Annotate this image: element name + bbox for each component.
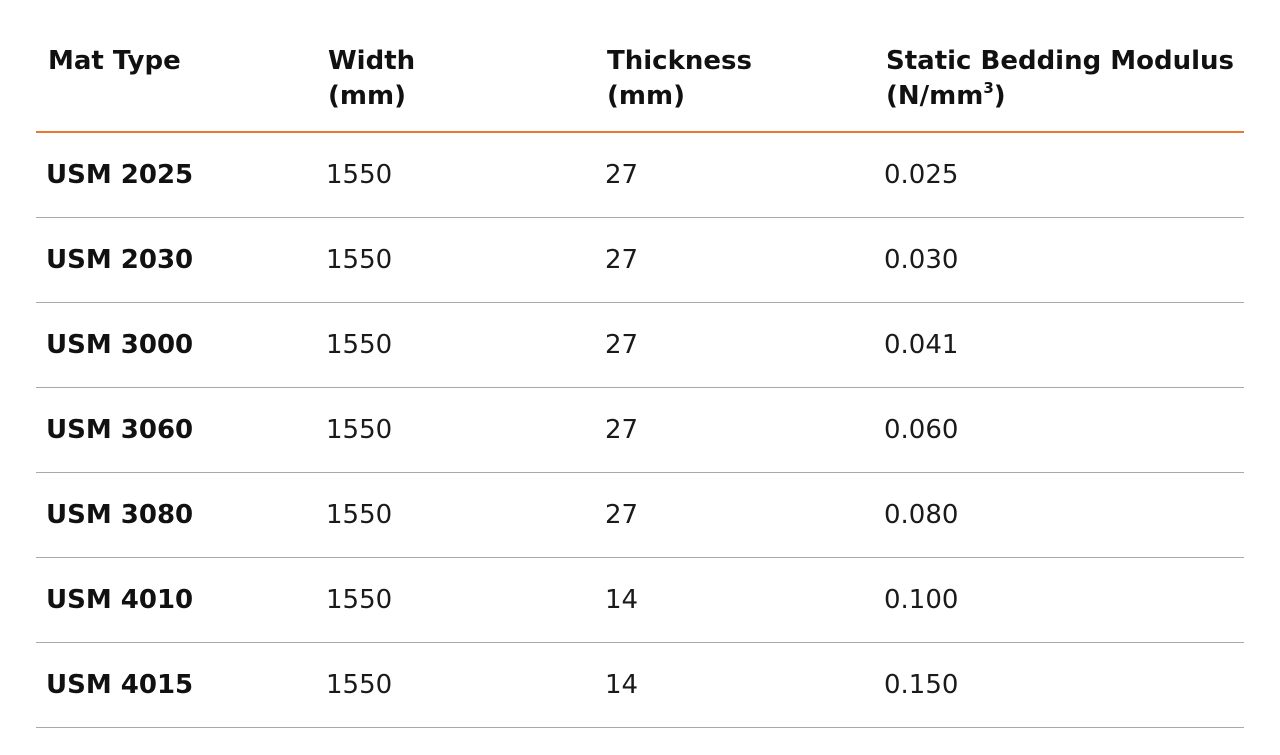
cell-modulus: 0.080	[874, 472, 1244, 558]
header-row: Mat Type Width (mm) Thickness (mm) Stati…	[36, 0, 1244, 133]
table-row: USM 3060 1550 27 0.060	[36, 387, 1244, 473]
cell-mat-type: USM 3000	[36, 302, 316, 388]
header-modulus-unit-base: (N/mm	[886, 81, 984, 111]
cell-modulus: 0.100	[874, 557, 1244, 643]
header-modulus-unit-exponent: 3	[983, 79, 994, 97]
cell-mat-type: USM 3080	[36, 472, 316, 558]
cell-width: 1550	[316, 642, 595, 728]
header-width-label: Width	[328, 46, 416, 76]
table-row: USM 3000 1550 27 0.041	[36, 302, 1244, 388]
header-modulus-unit-close: )	[993, 81, 1006, 111]
cell-thickness: 27	[595, 472, 874, 558]
header-static-bedding-modulus: Static Bedding Modulus (N/mm3)	[874, 0, 1244, 133]
cell-modulus: 0.030	[874, 217, 1244, 303]
header-mat-type-label: Mat Type	[48, 46, 181, 76]
table-body: USM 2025 1550 27 0.025 USM 2030 1550 27 …	[36, 132, 1244, 728]
header-width-unit: (mm)	[328, 81, 406, 111]
cell-width: 1550	[316, 472, 595, 558]
cell-thickness: 14	[595, 557, 874, 643]
table-row: USM 2030 1550 27 0.030	[36, 217, 1244, 303]
cell-width: 1550	[316, 132, 595, 218]
cell-width: 1550	[316, 217, 595, 303]
header-mat-type: Mat Type	[36, 0, 316, 133]
cell-width: 1550	[316, 302, 595, 388]
cell-modulus: 0.025	[874, 132, 1244, 218]
table-header: Mat Type Width (mm) Thickness (mm) Stati…	[36, 0, 1244, 133]
header-modulus-label: Static Bedding Modulus	[886, 46, 1235, 76]
cell-thickness: 27	[595, 302, 874, 388]
cell-modulus: 0.150	[874, 642, 1244, 728]
table-row: USM 4010 1550 14 0.100	[36, 557, 1244, 643]
table-row: USM 3080 1550 27 0.080	[36, 472, 1244, 558]
cell-mat-type: USM 4010	[36, 557, 316, 643]
mat-spec-table: Mat Type Width (mm) Thickness (mm) Stati…	[36, 0, 1244, 728]
cell-mat-type: USM 4015	[36, 642, 316, 728]
header-thickness: Thickness (mm)	[595, 0, 874, 133]
cell-width: 1550	[316, 557, 595, 643]
cell-thickness: 27	[595, 132, 874, 218]
table-row: USM 4015 1550 14 0.150	[36, 642, 1244, 728]
header-thickness-unit: (mm)	[607, 81, 685, 111]
header-thickness-label: Thickness	[607, 46, 752, 76]
cell-modulus: 0.041	[874, 302, 1244, 388]
cell-thickness: 27	[595, 217, 874, 303]
cell-mat-type: USM 2025	[36, 132, 316, 218]
cell-modulus: 0.060	[874, 387, 1244, 473]
cell-mat-type: USM 3060	[36, 387, 316, 473]
cell-mat-type: USM 2030	[36, 217, 316, 303]
mat-spec-table-container: Mat Type Width (mm) Thickness (mm) Stati…	[36, 0, 1244, 728]
header-width: Width (mm)	[316, 0, 595, 133]
header-modulus-unit: (N/mm3)	[886, 79, 1244, 114]
cell-width: 1550	[316, 387, 595, 473]
cell-thickness: 27	[595, 387, 874, 473]
cell-thickness: 14	[595, 642, 874, 728]
table-row: USM 2025 1550 27 0.025	[36, 132, 1244, 218]
